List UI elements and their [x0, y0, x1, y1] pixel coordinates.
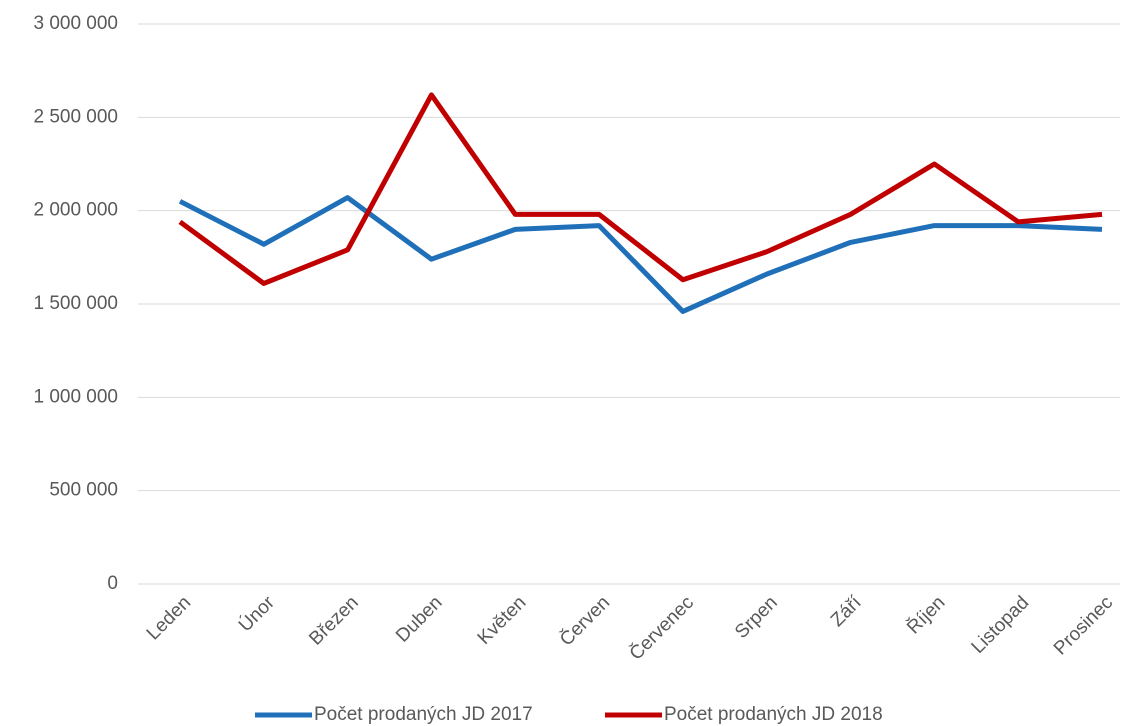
- y-tick-label: 0: [107, 573, 118, 594]
- x-tick-label: Prosinec: [1050, 592, 1117, 659]
- y-tick-label: 500 000: [49, 480, 118, 501]
- x-tick-label: Leden: [143, 592, 195, 644]
- y-tick-label: 1 500 000: [33, 293, 118, 314]
- x-tick-label: Září: [827, 592, 866, 631]
- y-tick-label: 3 000 000: [33, 13, 118, 34]
- x-tick-label: Červen: [555, 592, 614, 651]
- x-tick-label: Srpen: [731, 592, 782, 643]
- x-tick-label: Červenec: [625, 592, 698, 665]
- y-tick-label: 2 500 000: [33, 106, 118, 127]
- x-tick-label: Duben: [392, 592, 446, 646]
- x-tick-label: Říjen: [903, 592, 950, 639]
- x-tick-label: Březen: [305, 592, 362, 649]
- series-line: [178, 195, 1103, 314]
- x-tick-label: Květen: [474, 592, 531, 649]
- x-tick-label: Listopad: [968, 592, 1034, 658]
- x-tick-label: Únor: [234, 591, 279, 636]
- y-tick-label: 2 000 000: [33, 200, 118, 221]
- y-tick-label: 1 000 000: [33, 386, 118, 407]
- legend-label: Počet prodaných JD 2018: [664, 704, 883, 725]
- legend-label: Počet prodaných JD 2017: [314, 704, 533, 725]
- series-line: [178, 92, 1103, 286]
